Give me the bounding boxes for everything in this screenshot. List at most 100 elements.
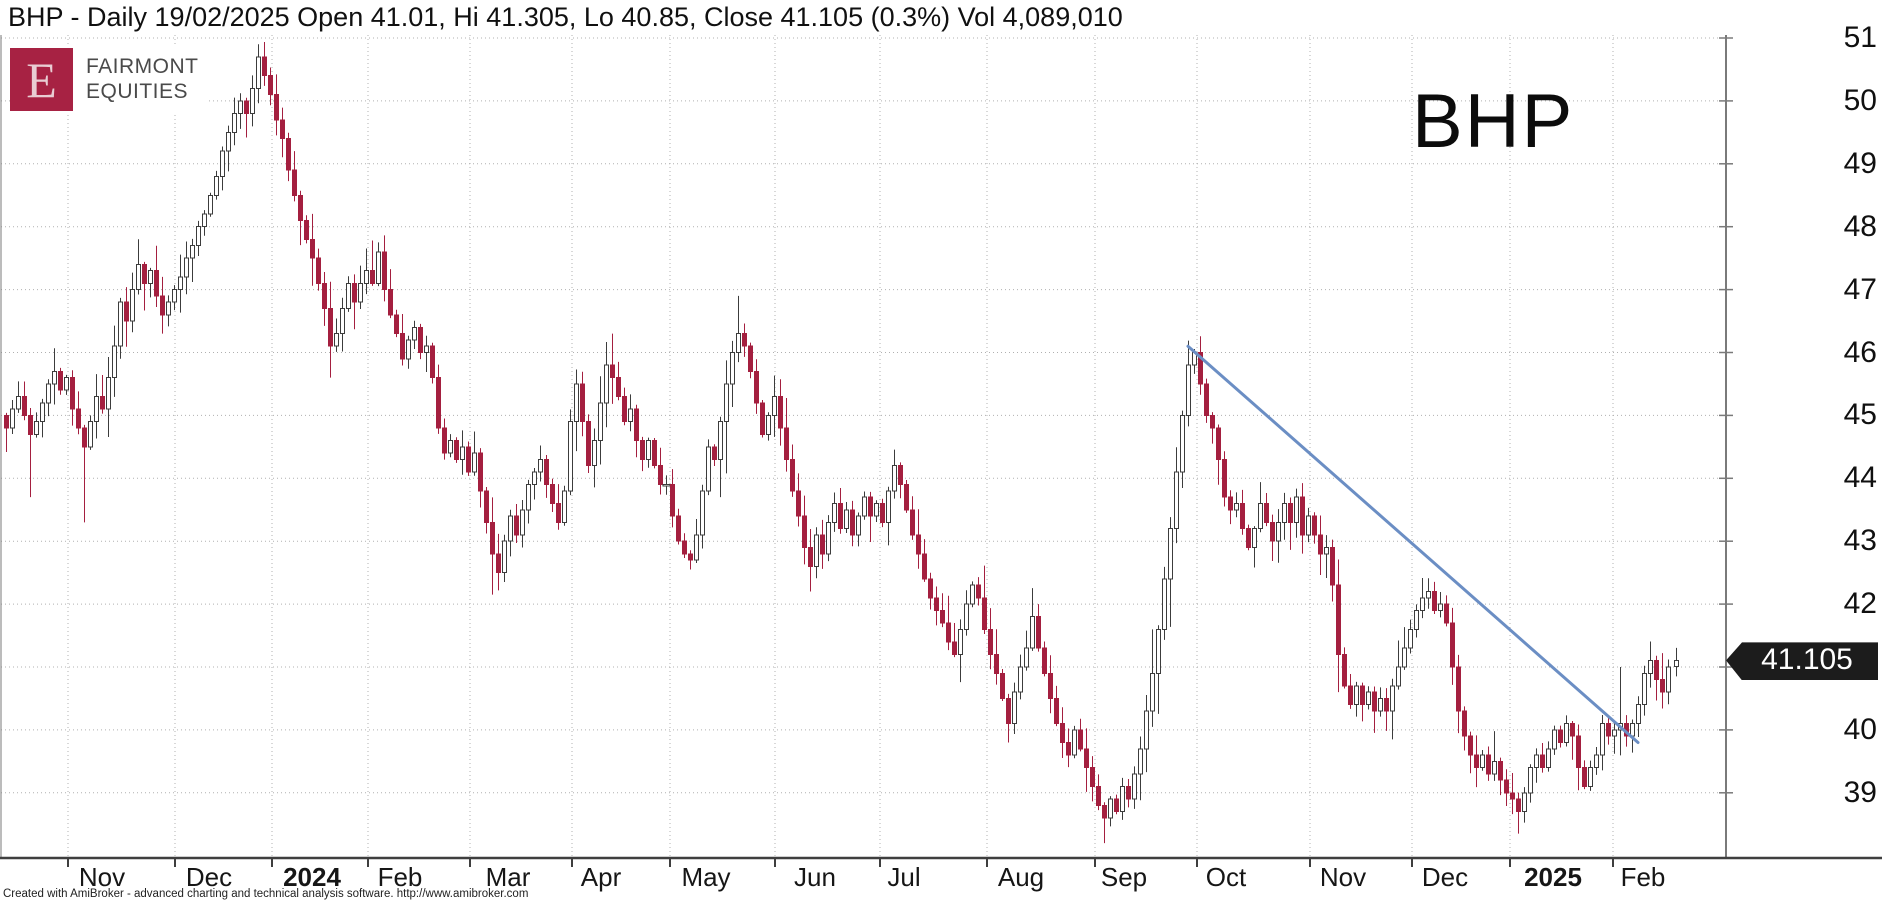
candle-body (382, 251, 387, 291)
candle-body (1156, 628, 1161, 674)
candle-body (94, 396, 99, 423)
candle-body (1450, 622, 1455, 668)
candle-body (406, 339, 411, 360)
candle-body (1150, 672, 1155, 712)
candle-body (1198, 352, 1203, 385)
candle-body (586, 421, 591, 467)
candle-body (898, 465, 903, 486)
month-label: 2024 (283, 862, 341, 892)
candle-body (1396, 666, 1401, 687)
candle-body (448, 440, 453, 454)
candle-body (136, 263, 141, 291)
price-tick-label: 46 (1843, 335, 1877, 369)
candle-body (76, 408, 81, 429)
candle-body (862, 496, 867, 517)
candle-body (454, 440, 459, 460)
candle-body (970, 584, 975, 605)
candle-body (688, 553, 693, 561)
candle-body (616, 377, 621, 398)
month-label: Feb (377, 862, 423, 892)
candle-body (1612, 729, 1617, 737)
candle-body (880, 502, 885, 523)
candle-body (760, 402, 765, 435)
candle-body (790, 458, 795, 492)
candle-body (1054, 697, 1059, 725)
candle-body (1102, 804, 1107, 819)
candle-body (130, 289, 135, 322)
candle-body (286, 138, 291, 171)
month-label: Apr (580, 862, 622, 892)
candle-body (118, 301, 123, 347)
candle-body (178, 276, 183, 291)
price-axis[interactable]: 51504948474645444342414039 (1735, 0, 1882, 868)
candle-body (1222, 458, 1227, 498)
candle-body (976, 584, 981, 599)
candle-body (28, 414, 33, 435)
candle-body (832, 502, 837, 523)
candle-body (88, 421, 93, 448)
candle-body (58, 370, 63, 391)
candle-body (1048, 672, 1053, 699)
candle-body (1042, 647, 1047, 674)
candle-body (838, 502, 843, 530)
candle-body (1126, 786, 1131, 800)
candle-body (1408, 628, 1413, 649)
candle-body (1276, 521, 1281, 542)
price-tick-label: 48 (1843, 209, 1877, 243)
candle-body (1504, 779, 1509, 794)
candle-body (802, 515, 807, 548)
candle-body (1438, 603, 1443, 611)
candle-body (604, 364, 609, 404)
candle-body (1468, 735, 1473, 756)
candle-body (124, 301, 129, 322)
candle-body (1648, 660, 1653, 674)
last-price-tag-value: 41.105 (1761, 643, 1853, 677)
candle-body (322, 282, 327, 309)
candle-body (358, 282, 363, 303)
candle-body (100, 396, 105, 410)
month-label: Feb (1620, 862, 1666, 892)
candle-body (1132, 773, 1137, 800)
candle-body (334, 333, 339, 347)
candle-body (1000, 672, 1005, 699)
candle-body (988, 628, 993, 655)
candle-body (34, 421, 39, 435)
candle-body (1528, 767, 1533, 794)
candle-body (172, 289, 177, 303)
candle-body (388, 289, 393, 316)
candle-body (1486, 754, 1491, 775)
candle-body (856, 515, 861, 536)
candle-body (208, 194, 213, 215)
candle-body (1096, 786, 1101, 806)
candle-body (1168, 528, 1173, 580)
candle-body (958, 628, 963, 655)
candle-body (1318, 534, 1323, 555)
candle-body (496, 553, 501, 574)
candle-body (904, 484, 909, 511)
candle-body (814, 534, 819, 567)
candle-body (250, 87, 255, 114)
candle-body (1312, 515, 1317, 536)
candle-body (1036, 616, 1041, 649)
candle-body (1306, 515, 1311, 536)
candle-body (874, 502, 879, 517)
candle-body (394, 314, 399, 335)
logo-square-icon: E (10, 48, 73, 111)
candle-body (1402, 647, 1407, 668)
candle-body (376, 251, 381, 284)
candle-body (1084, 748, 1089, 769)
candle-body (610, 364, 615, 379)
candle-body (1024, 647, 1029, 668)
candle-body (1354, 685, 1359, 706)
candle-body (784, 427, 789, 460)
candle-body (148, 270, 153, 284)
time-axis[interactable]: Nov Dec 2024 Feb Mar Apr May Jun Jul Aug Sep Oct Nov… (0, 859, 1882, 905)
candle-body (508, 515, 513, 542)
candle-body (694, 534, 699, 561)
candle-body (484, 490, 489, 523)
candle-body (682, 540, 687, 555)
chart-title: BHP - Daily 19/02/2025 Open 41.01, Hi 41… (8, 2, 1123, 32)
candle-body (268, 75, 273, 96)
candle-body (1336, 584, 1341, 655)
